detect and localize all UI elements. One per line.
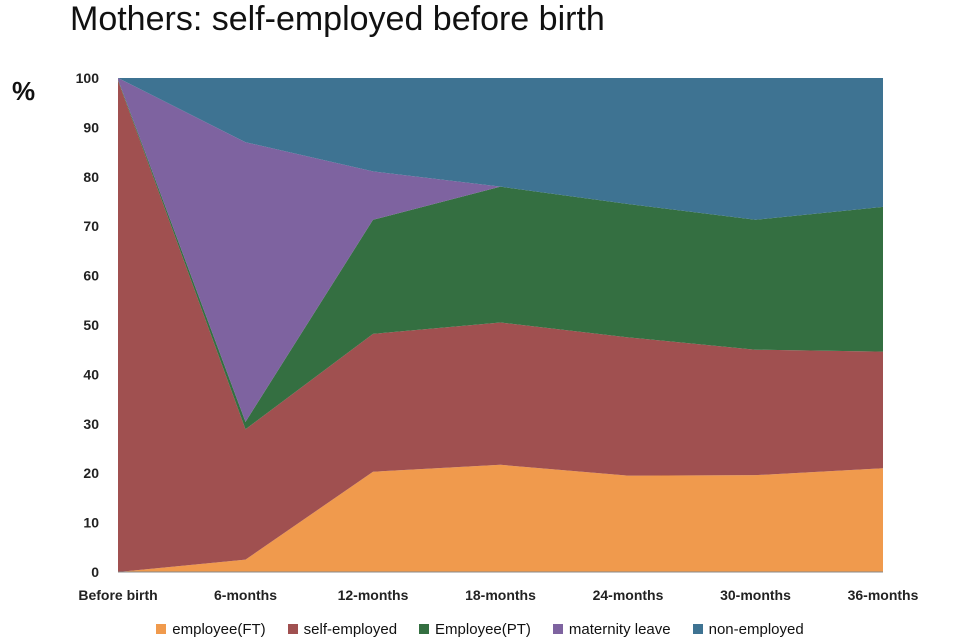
area-series-employee-pt [118, 79, 883, 430]
x-tick-label: 36-months [848, 587, 919, 603]
legend-item: Employee(PT) [419, 621, 531, 638]
x-tick-label: 12-months [338, 587, 409, 603]
legend-swatch [692, 624, 703, 634]
y-tick-label: 70 [83, 218, 99, 234]
legend-item: maternity leave [552, 620, 671, 638]
legend-swatch [156, 624, 167, 634]
legend-label: Employee(PT) [435, 620, 531, 638]
legend-label: non-employed [708, 620, 804, 638]
y-tick-label: 30 [83, 416, 99, 432]
area-series-self-employed [118, 80, 883, 572]
legend-swatch [287, 624, 298, 634]
y-tick-label: 20 [83, 465, 99, 481]
x-tick-label: 30-months [720, 587, 791, 603]
y-tick-label: 0 [91, 564, 99, 580]
y-tick-label: 10 [83, 515, 99, 531]
legend-label: employee(FT) [172, 620, 266, 638]
legend: employee(FT) self-employed Employee(PT) mat… [0, 618, 960, 640]
y-tick-label: 60 [83, 268, 99, 284]
x-tick-label: Before birth [78, 587, 157, 603]
x-tick-label: 18-months [465, 587, 536, 603]
y-tick-label: 50 [83, 317, 99, 333]
x-tick-label: 24-months [593, 587, 664, 603]
legend-item: non-employed [692, 620, 804, 638]
legend-item: self-employed [287, 620, 398, 638]
chart-title: Mothers: self-employed before birth [70, 0, 605, 38]
legend-swatch [552, 624, 563, 634]
y-unit-label: % [12, 76, 36, 106]
legend-label: self-employed [303, 620, 398, 638]
y-tick-label: 100 [76, 70, 100, 86]
y-tick-label: 90 [83, 119, 99, 135]
area-series-employee-ft [118, 464, 883, 572]
area-series-maternity-leave [118, 78, 883, 422]
legend-label: maternity leave [568, 620, 671, 638]
areas-layer [118, 78, 883, 572]
y-tick-label: 40 [83, 366, 99, 382]
stacked-area-chart: 0 10 20 30 40 50 60 70 80 90 100 Before birth 6-mont… [76, 70, 919, 603]
legend-item: employee(FT) [156, 620, 266, 638]
x-tick-label: 6-months [214, 587, 277, 603]
area-series-non-employed [118, 78, 883, 220]
legend-swatch [419, 624, 430, 634]
y-tick-label: 80 [83, 169, 99, 185]
axes-layer: 0 10 20 30 40 50 60 70 80 90 100 Before birth 6-mont… [76, 70, 919, 603]
